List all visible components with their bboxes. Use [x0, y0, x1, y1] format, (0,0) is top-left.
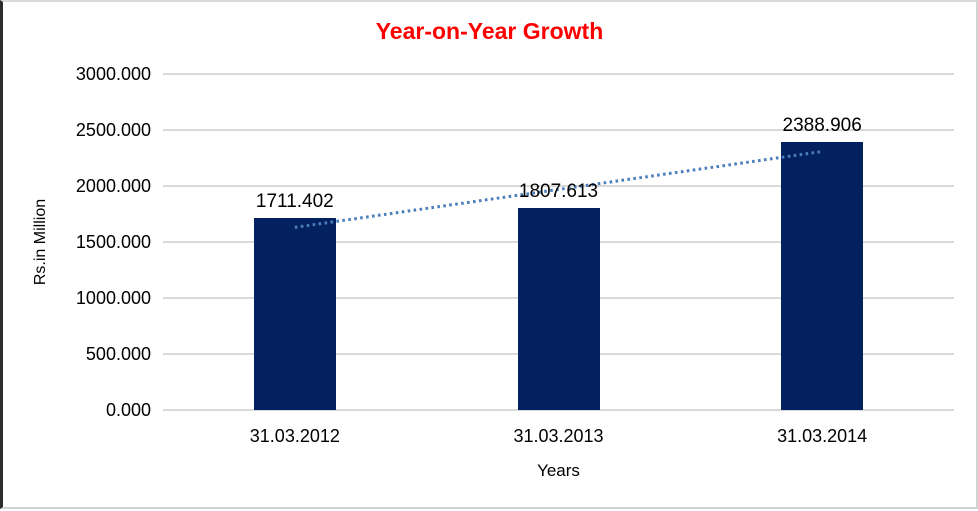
gridline [163, 73, 954, 75]
y-tick-label: 1000.000 [75, 288, 151, 308]
plot-area: 1711.402 1807.613 2388.906 [163, 73, 954, 411]
bar-value-label: 2388.906 [782, 115, 862, 137]
bar [253, 218, 336, 410]
bar-value-label: 1807.613 [518, 180, 599, 202]
x-tick-label: 31.03.2013 [513, 426, 604, 446]
y-tick-label: 0.000 [105, 400, 151, 420]
bar [517, 207, 600, 410]
x-axis-title: Years [537, 461, 580, 480]
y-tick-label: 1500.000 [75, 232, 151, 252]
gridline [163, 129, 954, 131]
chart-title: Year-on-Year Growth [375, 18, 604, 44]
bar [781, 142, 864, 410]
y-tick-label: 2500.000 [75, 120, 151, 140]
gridline [163, 409, 954, 411]
y-tick-label: 500.000 [85, 344, 151, 364]
y-tick-label: 2000.000 [75, 176, 151, 196]
x-tick-label: 31.03.2012 [249, 426, 340, 446]
y-tick-label: 3000.000 [75, 64, 151, 84]
x-tick-label: 31.03.2014 [777, 426, 868, 446]
bar-value-label: 1711.402 [255, 191, 334, 213]
